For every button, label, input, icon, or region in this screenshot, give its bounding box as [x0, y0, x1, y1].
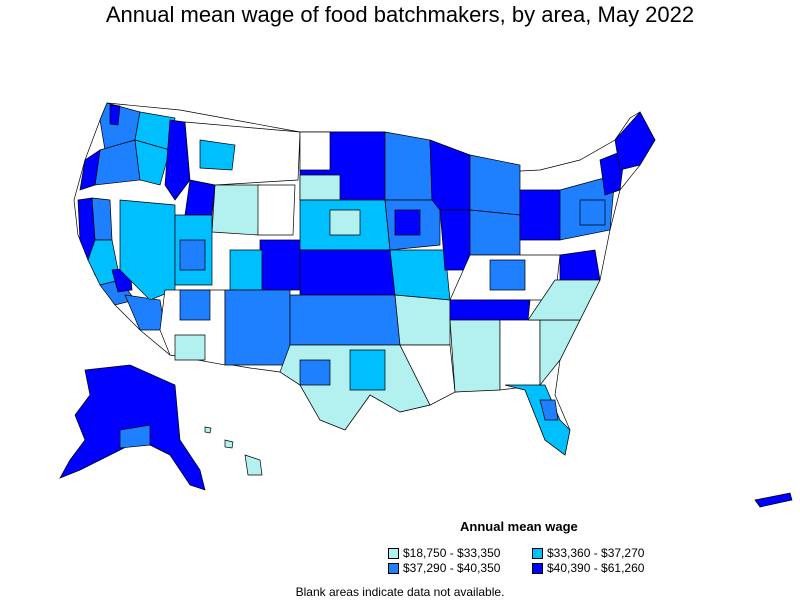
hawaii-region	[244, 454, 263, 476]
legend-swatch-4	[532, 562, 543, 574]
legend-swatch-2	[532, 547, 543, 559]
legend-item-1: $18,750 - $33,350	[388, 546, 500, 560]
legend-label-1: $18,750 - $33,350	[403, 546, 501, 560]
legend-item-4: $40,390 - $61,260	[532, 561, 644, 575]
legend-item-2: $33,360 - $37,270	[532, 546, 644, 560]
legend-title: Annual mean wage	[460, 519, 578, 534]
legend-swatch-1	[388, 547, 399, 559]
footnote: Blank areas indicate data not available.	[295, 585, 505, 599]
legend-item-3: $37,290 - $40,350	[388, 561, 500, 575]
legend-label-3: $37,290 - $40,350	[403, 561, 501, 575]
legend-label-2: $33,360 - $37,270	[547, 546, 645, 560]
legend-label-4: $40,390 - $61,260	[547, 561, 645, 575]
us-wage-map	[59, 102, 793, 508]
legend-swatch-3	[388, 562, 399, 574]
puerto-rico-region	[754, 492, 793, 508]
alaska-region	[59, 364, 206, 491]
map-title: Annual mean wage of food batchmakers, by…	[105, 2, 695, 27]
